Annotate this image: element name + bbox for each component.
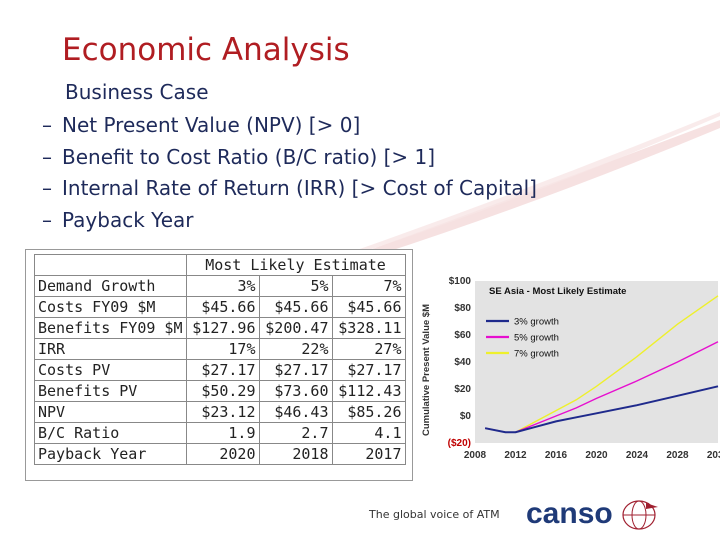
chart-title: SE Asia - Most Likely Estimate bbox=[489, 286, 626, 297]
plot-area bbox=[475, 281, 718, 443]
table-row: Payback Year 2020 2018 2017 bbox=[34, 443, 406, 465]
globe-icon bbox=[622, 500, 658, 530]
table-row: Demand Growth 3% 5% 7% bbox=[34, 275, 406, 297]
bullet-item: – Net Present Value (NPV) [> 0] bbox=[42, 110, 537, 142]
y-tick-label: $80 bbox=[454, 303, 471, 314]
table-cell: 17% bbox=[185, 338, 260, 360]
table-header: Most Likely Estimate bbox=[185, 254, 406, 276]
npv-line-chart: Cumulative Present Value $M SE Asia - Mo… bbox=[413, 271, 720, 467]
table-header-row: Most Likely Estimate bbox=[34, 254, 406, 276]
x-tick-label: 2028 bbox=[666, 450, 689, 461]
table-cell: $127.96 bbox=[185, 317, 260, 339]
table-row: Benefits FY09 $M $127.96 $200.47 $328.11 bbox=[34, 317, 406, 339]
row-label: IRR bbox=[34, 338, 187, 360]
row-label: Demand Growth bbox=[34, 275, 187, 297]
table-cell: 5% bbox=[258, 275, 333, 297]
table-cell: $45.66 bbox=[258, 296, 333, 318]
y-tick-label: $40 bbox=[454, 357, 471, 368]
bullet-dash: – bbox=[42, 113, 52, 137]
table-cell: $45.66 bbox=[185, 296, 260, 318]
table-cell: $73.60 bbox=[258, 380, 333, 402]
bullet-dash: – bbox=[42, 207, 52, 232]
table-cell: 2017 bbox=[331, 443, 406, 465]
y-axis-label: Cumulative Present Value $M bbox=[421, 304, 432, 436]
table-cell: 4.1 bbox=[331, 422, 406, 444]
table-cell: $112.43 bbox=[331, 380, 406, 402]
canso-logo: canso bbox=[526, 497, 658, 530]
slide-title: Economic Analysis bbox=[62, 32, 350, 68]
table-row: Costs PV $27.17 $27.17 $27.17 bbox=[34, 359, 406, 381]
table-cell: $85.26 bbox=[331, 401, 406, 423]
table-cell: $328.11 bbox=[331, 317, 406, 339]
x-tick-label: 2012 bbox=[504, 450, 527, 461]
bullet-list: – Net Present Value (NPV) [> 0] – Benefit … bbox=[42, 110, 537, 236]
bullet-text: Benefit to Cost Ratio (B/C ratio) [> 1] bbox=[62, 144, 436, 169]
legend-label: 3% growth bbox=[514, 317, 559, 328]
table-cell: 3% bbox=[185, 275, 260, 297]
bullet-item: – Internal Rate of Return (IRR) [> Cost o… bbox=[42, 173, 537, 205]
footer-tagline: The global voice of ATM bbox=[369, 508, 500, 521]
y-tick-label: $100 bbox=[449, 276, 472, 287]
row-label: Costs FY09 $M bbox=[34, 296, 187, 318]
y-tick-label: $20 bbox=[454, 384, 471, 395]
bullet-item: – Payback Year bbox=[42, 205, 537, 237]
table-cell: $27.17 bbox=[258, 359, 333, 381]
table-cell: $45.66 bbox=[331, 296, 406, 318]
table-cell: $50.29 bbox=[185, 380, 260, 402]
bullet-dash: – bbox=[42, 176, 52, 200]
table-row: IRR 17% 22% 27% bbox=[34, 338, 406, 360]
row-label: NPV bbox=[34, 401, 187, 423]
table-cell: 2.7 bbox=[258, 422, 333, 444]
bullet-text: Internal Rate of Return (IRR) [> Cost of… bbox=[62, 176, 537, 200]
legend-label: 5% growth bbox=[514, 333, 559, 344]
bullet-item: – Benefit to Cost Ratio (B/C ratio) [> 1] bbox=[42, 142, 537, 174]
table-cell: 7% bbox=[331, 275, 406, 297]
table-row: Costs FY09 $M $45.66 $45.66 $45.66 bbox=[34, 296, 406, 318]
table-cell: $46.43 bbox=[258, 401, 333, 423]
row-label: Benefits PV bbox=[34, 380, 187, 402]
table-cell: $27.17 bbox=[331, 359, 406, 381]
chart-legend: 3% growth 5% growth 7% growth bbox=[486, 317, 559, 360]
table-cell: 2020 bbox=[185, 443, 260, 465]
row-label: Benefits FY09 $M bbox=[34, 317, 187, 339]
x-tick-label: 2024 bbox=[626, 450, 649, 461]
row-label: B/C Ratio bbox=[34, 422, 187, 444]
bullet-text: Payback Year bbox=[62, 207, 194, 232]
x-tick-label: 2016 bbox=[545, 450, 568, 461]
table-cell: 1.9 bbox=[185, 422, 260, 444]
series-line bbox=[484, 385, 719, 434]
x-tick-label: 2020 bbox=[585, 450, 608, 461]
table-cell: 2018 bbox=[258, 443, 333, 465]
estimate-table: Most Likely Estimate Demand Growth 3% 5%… bbox=[34, 254, 406, 465]
table-cell: $200.47 bbox=[258, 317, 333, 339]
legend-label: 7% growth bbox=[514, 349, 559, 360]
x-tick-label: 2032 bbox=[707, 450, 720, 461]
bullet-text: Net Present Value (NPV) [> 0] bbox=[62, 113, 361, 137]
row-label: Costs PV bbox=[34, 359, 187, 381]
table-cell: 22% bbox=[258, 338, 333, 360]
y-tick-label: $60 bbox=[454, 330, 471, 341]
table-row: B/C Ratio 1.9 2.7 4.1 bbox=[34, 422, 406, 444]
table-cell: 27% bbox=[331, 338, 406, 360]
estimate-table-frame: Most Likely Estimate Demand Growth 3% 5%… bbox=[25, 249, 413, 481]
table-cell: $23.12 bbox=[185, 401, 260, 423]
logo-wordmark: canso bbox=[526, 497, 613, 530]
slide-subtitle: Business Case bbox=[65, 80, 209, 104]
y-tick-label: ($20) bbox=[448, 438, 471, 449]
bullet-dash: – bbox=[42, 144, 52, 169]
x-tick-label: 2008 bbox=[464, 450, 487, 461]
table-corner-cell bbox=[34, 254, 187, 276]
table-row: Benefits PV $50.29 $73.60 $112.43 bbox=[34, 380, 406, 402]
row-label: Payback Year bbox=[34, 443, 187, 465]
y-tick-label: $0 bbox=[460, 411, 472, 422]
table-row: NPV $23.12 $46.43 $85.26 bbox=[34, 401, 406, 423]
table-cell: $27.17 bbox=[185, 359, 260, 381]
